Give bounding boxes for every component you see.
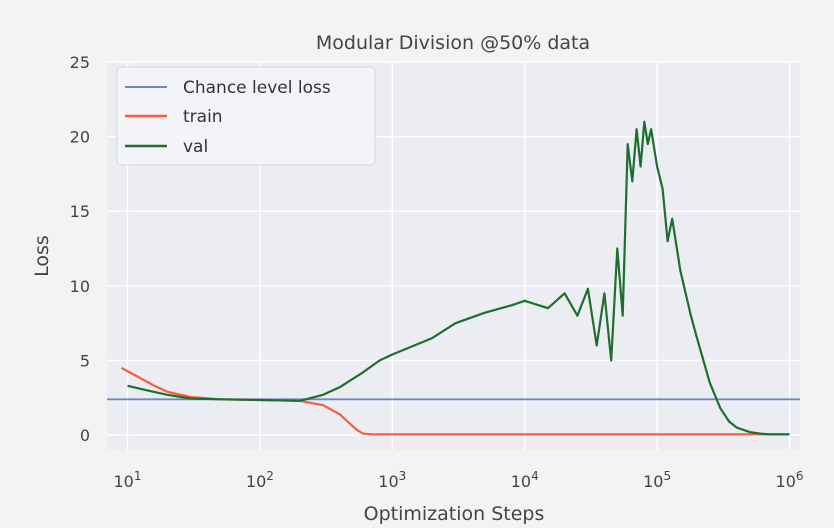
x-tick-labels: 101 102 103 104 105 106 bbox=[114, 469, 804, 491]
legend-item-train: train bbox=[125, 107, 223, 127]
x-tick-label: 101 bbox=[114, 469, 142, 491]
legend-label-chance: Chance level loss bbox=[183, 78, 331, 98]
y-tick-labels: 0 5 10 15 20 25 bbox=[70, 53, 90, 445]
y-tick-label: 10 bbox=[70, 277, 90, 296]
legend-label-train: train bbox=[183, 107, 223, 127]
y-tick-label: 25 bbox=[70, 53, 90, 72]
x-tick-label: 103 bbox=[378, 469, 406, 491]
series-line-val bbox=[127, 120, 790, 436]
y-tick-label: 15 bbox=[70, 202, 90, 221]
legend-box bbox=[116, 66, 376, 166]
x-tick-label: 102 bbox=[246, 469, 274, 491]
legend-label-val: val bbox=[183, 137, 208, 157]
legend-item-val: val bbox=[125, 137, 208, 157]
legend: Chance level loss train val bbox=[116, 66, 376, 166]
y-axis-label: Loss bbox=[31, 235, 53, 277]
chart-title: Modular Division @50% data bbox=[316, 32, 590, 54]
x-tick-label: 104 bbox=[511, 469, 539, 491]
series-group bbox=[107, 120, 800, 436]
y-tick-label: 5 bbox=[80, 351, 90, 370]
x-tick-label: 105 bbox=[643, 469, 671, 491]
series-line-train bbox=[120, 366, 790, 436]
legend-item-chance: Chance level loss bbox=[125, 78, 331, 98]
y-tick-label: 0 bbox=[80, 426, 90, 445]
y-tick-label: 20 bbox=[70, 128, 90, 147]
x-tick-label: 106 bbox=[776, 469, 804, 491]
x-axis-label: Optimization Steps bbox=[364, 503, 545, 525]
